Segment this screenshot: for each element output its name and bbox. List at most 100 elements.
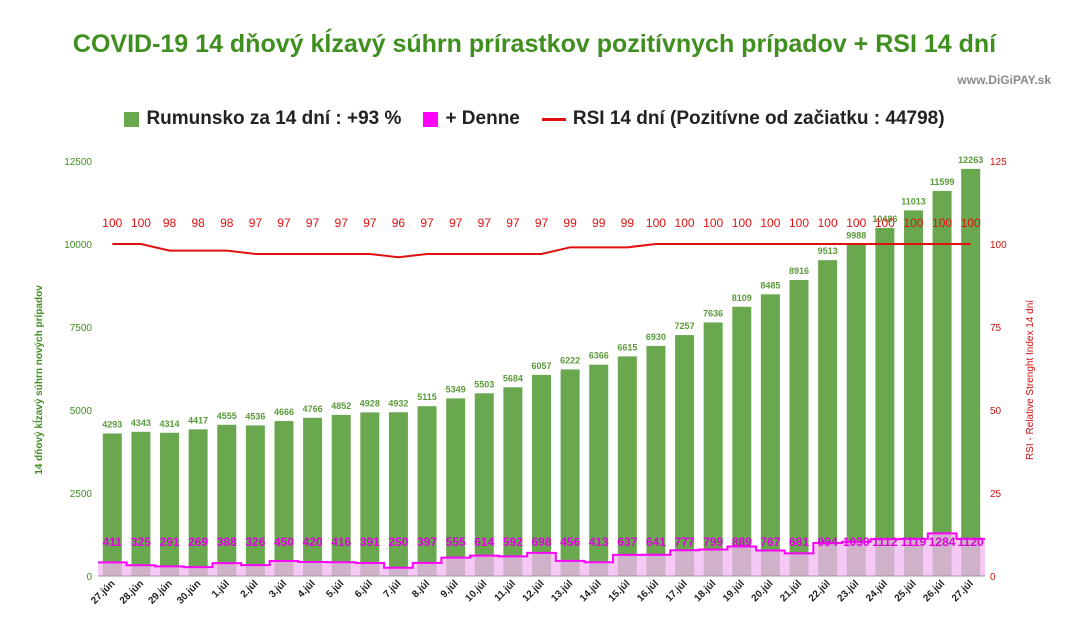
y-tick-label: 0 — [86, 572, 92, 583]
rsi-value-label: 100 — [818, 216, 838, 230]
rsi-value-label: 100 — [789, 216, 809, 230]
bar-value-label: 6222 — [560, 355, 580, 365]
bar — [274, 421, 294, 576]
bar — [160, 432, 180, 576]
x-tick-label: 8.júl — [410, 578, 432, 600]
bar-value-label: 8109 — [732, 293, 752, 303]
bar-value-label: 5115 — [417, 392, 437, 402]
bar-value-label: 10486 — [872, 214, 897, 224]
bar-value-label: 6366 — [589, 351, 609, 361]
x-tick-label: 21.júl — [778, 578, 804, 604]
rsi-value-label: 100 — [675, 216, 695, 230]
daily-value-label: 250 — [388, 535, 408, 549]
daily-value-label: 994 — [818, 535, 838, 549]
rsi-value-label: 99 — [621, 216, 635, 230]
rsi-value-label: 100 — [961, 216, 981, 230]
legend-swatch-rsi — [541, 117, 566, 121]
daily-value-label: 641 — [646, 535, 666, 549]
rsi-value-label: 97 — [335, 216, 349, 230]
daily-value-label: 326 — [245, 535, 265, 549]
x-tick-label: 18.júl — [692, 578, 718, 604]
x-tick-label: 14.júl — [578, 578, 604, 604]
daily-value-label: 889 — [732, 535, 752, 549]
rsi-value-label: 97 — [249, 216, 263, 230]
daily-value-label: 592 — [503, 535, 523, 549]
x-tick-label: 16.júl — [635, 578, 661, 604]
bar — [474, 393, 494, 576]
bar — [846, 244, 866, 576]
rsi-value-label: 100 — [846, 216, 866, 230]
y-tick-label: 5000 — [70, 406, 93, 417]
y-tick-label: 12500 — [64, 157, 92, 168]
bar — [875, 227, 895, 576]
daily-value-label: 1030 — [843, 535, 870, 549]
rsi-value-label: 98 — [220, 216, 234, 230]
bar-value-label: 4314 — [160, 419, 180, 429]
daily-value-label: 420 — [303, 535, 323, 549]
bar-value-label: 7636 — [703, 308, 723, 318]
legend-label-rsi: RSI 14 dní (Pozitívne od začiatku : 4479… — [572, 108, 945, 129]
bar — [703, 322, 723, 576]
rsi-value-label: 97 — [363, 216, 377, 230]
daily-value-label: 637 — [617, 535, 637, 549]
y2-tick-label: 0 — [990, 572, 996, 583]
bar — [961, 168, 981, 576]
y-tick-label: 2500 — [70, 489, 93, 500]
bar-value-label: 4852 — [331, 401, 351, 411]
bar — [675, 335, 695, 576]
legend-label-total: Rumunsko za 14 dní : +93 % — [146, 108, 402, 129]
bar — [903, 210, 923, 576]
rsi-value-label: 97 — [506, 216, 520, 230]
bar — [617, 356, 637, 576]
legend-item-rsi: RSI 14 dní (Pozitívne od začiatku : 4479… — [541, 108, 945, 130]
bar-value-label: 9988 — [846, 230, 866, 240]
daily-value-label: 413 — [589, 535, 609, 549]
daily-value-label: 681 — [789, 535, 809, 549]
daily-value-label: 614 — [474, 535, 494, 549]
x-tick-label: 12.júl — [521, 578, 547, 604]
bar — [217, 424, 237, 576]
bar — [102, 433, 122, 576]
x-tick-label: 15.júl — [607, 578, 633, 604]
bar-value-label: 4343 — [131, 418, 151, 428]
bar — [331, 414, 351, 576]
rsi-value-label: 100 — [131, 216, 151, 230]
bar-value-label: 5349 — [446, 384, 466, 394]
x-tick-label: 29.jún — [146, 578, 174, 606]
rsi-value-label: 97 — [449, 216, 463, 230]
bar — [760, 294, 780, 576]
rsi-value-label: 97 — [277, 216, 291, 230]
daily-value-label: 397 — [417, 535, 437, 549]
legend-item-total: Rumunsko za 14 dní : +93 % — [124, 108, 401, 130]
bar-value-label: 4928 — [360, 398, 380, 408]
bar-value-label: 4555 — [217, 411, 237, 421]
bar — [188, 429, 208, 576]
bar-value-label: 4766 — [303, 404, 323, 414]
bar-value-label: 8916 — [789, 266, 809, 276]
y2-tick-label: 125 — [990, 157, 1007, 168]
bar — [503, 387, 523, 576]
daily-area — [98, 533, 985, 576]
bar-value-label: 5684 — [503, 373, 523, 383]
rsi-value-label: 100 — [703, 216, 723, 230]
rsi-value-label: 100 — [732, 216, 752, 230]
daily-value-label: 555 — [446, 535, 466, 549]
x-tick-label: 4.júl — [296, 578, 318, 600]
rsi-value-label: 96 — [392, 216, 406, 230]
daily-value-label: 777 — [675, 535, 695, 549]
x-tick-label: 24.júl — [864, 578, 890, 604]
bar — [360, 412, 380, 576]
y2-tick-label: 75 — [990, 323, 1002, 334]
legend: Rumunsko za 14 dní : +93 % + Denne RSI 1… — [0, 108, 1069, 130]
x-tick-label: 6.júl — [353, 578, 375, 600]
x-tick-label: 28.jún — [118, 578, 146, 606]
x-tick-label: 3.júl — [267, 578, 289, 600]
daily-value-label: 411 — [103, 535, 123, 549]
bar — [932, 190, 952, 576]
bar-value-label: 6057 — [531, 361, 551, 371]
bar-value-label: 9513 — [818, 246, 838, 256]
daily-value-label: 698 — [531, 535, 551, 549]
x-tick-label: 26.júl — [921, 578, 947, 604]
bar-value-label: 4932 — [388, 398, 408, 408]
